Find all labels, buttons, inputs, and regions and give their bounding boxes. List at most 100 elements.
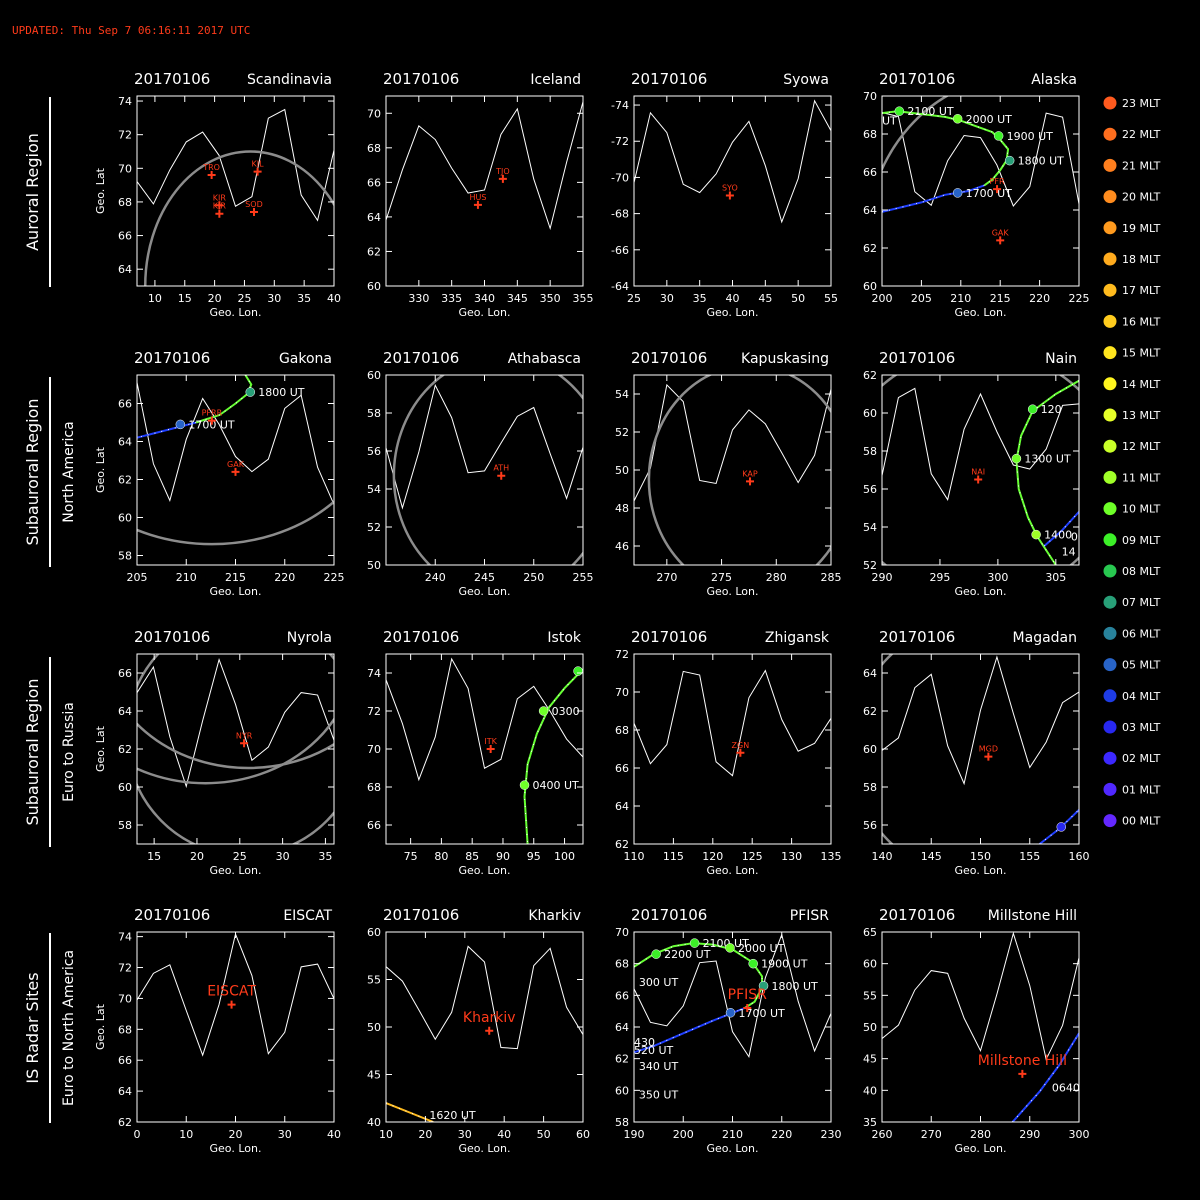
panel-frame: [385, 653, 584, 845]
x-tick-label: 330: [408, 292, 429, 305]
satellite-track: [882, 110, 1010, 187]
x-tick-label: 225: [324, 571, 345, 584]
legend-label: 18 MLT: [1122, 253, 1161, 266]
track-edge-label: 340 UT: [639, 1060, 679, 1073]
x-tick-label: 345: [507, 292, 528, 305]
track-time-label: 2100 UT: [703, 937, 750, 950]
legend-swatch: [1103, 314, 1117, 328]
track-time-marker: [758, 981, 769, 991]
legend-label: 20 MLT: [1122, 191, 1161, 204]
track-time-label: 1300 UT: [1024, 453, 1071, 466]
panel-plot-area: 1620 UT Kharkiv: [386, 945, 583, 1122]
x-tick-label: 305: [1045, 571, 1066, 584]
track-time-marker: [1031, 529, 1041, 540]
y-tick-label: 70: [615, 686, 629, 699]
x-axis-label: Geo. Lon.: [955, 306, 1007, 319]
track-time-label: 1700 UT: [966, 187, 1013, 200]
panel-site-name: Kapuskasing: [741, 351, 829, 367]
y-tick-label: -68: [611, 208, 629, 221]
legend-swatch: [1103, 751, 1117, 765]
panel-date: 20170106: [631, 70, 707, 88]
y-tick-label: 50: [367, 1021, 381, 1034]
x-tick-label: 85: [465, 850, 479, 863]
station-marker: [215, 209, 224, 218]
coastline: [634, 932, 831, 1059]
x-tick-label: 10: [148, 292, 162, 305]
panel-plot-area: KAP: [634, 375, 831, 565]
station-label: KIR: [213, 193, 227, 202]
x-axis-label: Geo. Lon.: [707, 306, 759, 319]
x-axis-label: Geo. Lon.: [459, 306, 511, 319]
x-tick-label: 285: [821, 571, 842, 584]
panel-site-name: Syowa: [783, 72, 829, 88]
y-tick-label: 50: [367, 559, 381, 572]
y-tick-label: 65: [863, 926, 877, 939]
station-marker: [240, 739, 249, 748]
legend-swatch: [1103, 439, 1117, 453]
panel-site-name: Alaska: [1031, 72, 1077, 88]
legend-label: 11 MLT: [1122, 471, 1161, 484]
track-time-label: 1400: [1044, 529, 1072, 542]
y-tick-label: 64: [615, 1021, 629, 1034]
x-tick-label: 210: [176, 571, 197, 584]
panel-frame: [385, 95, 584, 287]
track-time-marker: [952, 114, 963, 124]
satellite-track: [882, 184, 985, 213]
station-marker: [231, 467, 240, 476]
panel-plot-area: 0300 0400 UT ITK: [386, 657, 583, 844]
legend-label: 05 MLT: [1122, 659, 1161, 672]
legend-swatch: [1103, 814, 1117, 828]
y-tick-label: 54: [863, 521, 877, 534]
chart-panel: 20170106 Istok 0300 0400 UT ITK 75 80 85 90 95 100…: [367, 628, 584, 877]
coastline: [882, 112, 1079, 207]
track-time-marker: [651, 949, 661, 959]
y-tick-label: 60: [367, 280, 381, 293]
y-tick-label: 58: [615, 1116, 629, 1129]
y-tick-label: -66: [611, 244, 629, 257]
legend-swatch: [1103, 158, 1117, 172]
x-tick-label: 50: [791, 292, 805, 305]
x-tick-label: 200: [872, 292, 893, 305]
x-tick-label: 355: [573, 292, 594, 305]
satellite-track: [1011, 1032, 1079, 1122]
station-marker: [1018, 1069, 1027, 1078]
legend-label: 01 MLT: [1122, 783, 1161, 796]
updated-timestamp: UPDATED: Thu Sep 7 06:16:11 2017 UTC: [12, 24, 251, 37]
track-edge-label: 350 UT: [639, 1088, 679, 1101]
y-tick-label: 66: [615, 762, 629, 775]
chart-panel: 20170106 Kapuskasing KAP 270 275 280 285 46 48 50…: [615, 349, 842, 598]
track-time-marker: [1027, 404, 1038, 414]
station-marker: [743, 1004, 752, 1012]
y-tick-label: 58: [367, 407, 381, 420]
coastline: [386, 383, 583, 510]
legend-label: 03 MLT: [1122, 721, 1161, 734]
x-tick-label: 350: [540, 292, 561, 305]
track-time-label: 0400 UT: [533, 779, 580, 792]
station-label: TRO: [202, 163, 220, 172]
field-of-view-circle: [137, 500, 334, 546]
track-time-marker: [725, 1008, 736, 1018]
field-of-view-circle: [144, 150, 334, 286]
field-of-view-circle: [647, 375, 831, 565]
legend-label: 09 MLT: [1122, 534, 1161, 547]
panel-date: 20170106: [134, 70, 210, 88]
legend-swatch: [1103, 408, 1117, 422]
y-tick-label: 58: [863, 781, 877, 794]
panel-date: 20170106: [879, 628, 955, 646]
y-tick-label: 40: [863, 1084, 877, 1097]
x-axis-label: Geo. Lon.: [707, 585, 759, 598]
y-tick-label: 66: [118, 1054, 132, 1067]
x-tick-label: 0: [134, 1128, 141, 1141]
x-tick-label: 30: [267, 292, 281, 305]
track-time-label: 1700 UT: [188, 418, 235, 431]
x-tick-label: 40: [327, 1128, 341, 1141]
x-tick-label: 290: [1019, 1128, 1040, 1141]
panel-date: 20170106: [134, 628, 210, 646]
legend-label: 21 MLT: [1122, 159, 1161, 172]
track-time-marker: [538, 706, 549, 716]
row-subtitle: Euro to Russia: [61, 702, 77, 802]
x-tick-label: 215: [990, 292, 1011, 305]
legend-label: 08 MLT: [1122, 565, 1161, 578]
row-subtitle: North America: [61, 421, 77, 522]
